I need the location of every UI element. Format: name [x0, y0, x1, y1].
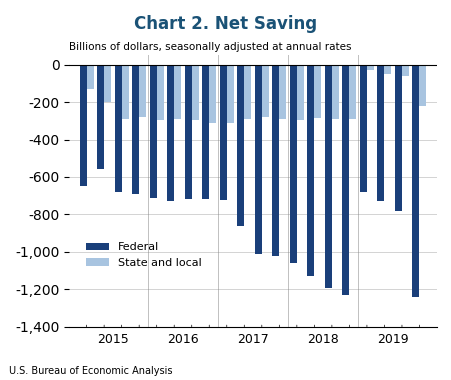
- Bar: [366, 65, 373, 70]
- Bar: [342, 65, 349, 295]
- Bar: [191, 65, 198, 120]
- Bar: [359, 65, 366, 192]
- Bar: [272, 65, 279, 256]
- Bar: [184, 65, 191, 200]
- Bar: [132, 65, 139, 194]
- Bar: [121, 65, 129, 119]
- Bar: [377, 65, 384, 201]
- Bar: [104, 65, 111, 102]
- Bar: [202, 65, 209, 198]
- Bar: [261, 65, 268, 117]
- Bar: [237, 65, 244, 226]
- Bar: [296, 65, 303, 120]
- Bar: [156, 65, 163, 120]
- Bar: [219, 65, 226, 200]
- Bar: [401, 65, 408, 76]
- Bar: [254, 65, 261, 254]
- Bar: [307, 65, 313, 276]
- Bar: [87, 65, 93, 89]
- Bar: [97, 65, 104, 169]
- Bar: [289, 65, 296, 263]
- Text: 2019: 2019: [377, 332, 408, 345]
- Bar: [324, 65, 331, 288]
- Text: Billions of dollars, seasonally adjusted at annual rates: Billions of dollars, seasonally adjusted…: [69, 41, 351, 52]
- Text: U.S. Bureau of Economic Analysis: U.S. Bureau of Economic Analysis: [9, 366, 172, 376]
- Bar: [167, 65, 174, 201]
- Bar: [174, 65, 181, 119]
- Bar: [412, 65, 419, 297]
- Bar: [226, 65, 233, 123]
- Bar: [139, 65, 146, 117]
- Legend: Federal, State and local: Federal, State and local: [82, 238, 205, 272]
- Text: Chart 2. Net Saving: Chart 2. Net Saving: [134, 15, 317, 33]
- Bar: [313, 65, 321, 118]
- Bar: [419, 65, 426, 106]
- Bar: [331, 65, 338, 119]
- Text: 2017: 2017: [237, 332, 268, 345]
- Text: 2016: 2016: [167, 332, 198, 345]
- Bar: [349, 65, 356, 119]
- Bar: [149, 65, 156, 198]
- Bar: [279, 65, 285, 119]
- Bar: [79, 65, 87, 186]
- Bar: [209, 65, 216, 123]
- Bar: [384, 65, 391, 74]
- Bar: [115, 65, 121, 192]
- Bar: [244, 65, 251, 119]
- Text: 2018: 2018: [307, 332, 338, 345]
- Text: 2015: 2015: [97, 332, 129, 345]
- Bar: [394, 65, 401, 211]
